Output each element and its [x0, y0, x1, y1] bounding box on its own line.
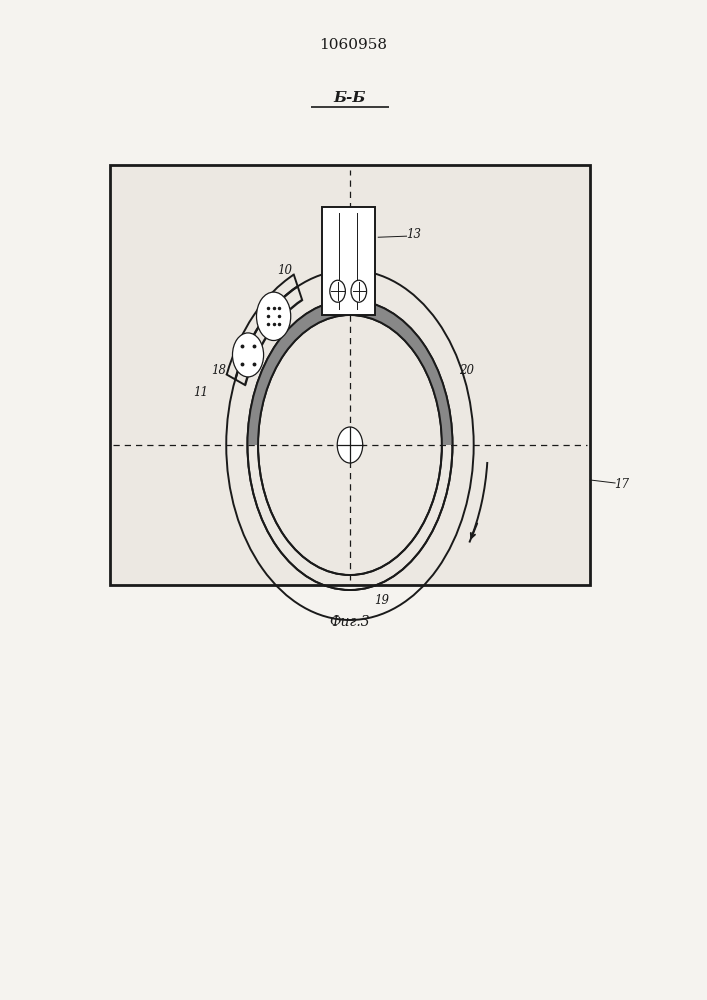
Circle shape: [351, 280, 367, 302]
Text: 1060958: 1060958: [320, 38, 387, 52]
Bar: [322, 207, 375, 315]
Circle shape: [257, 292, 291, 341]
Bar: [110, 165, 590, 585]
Text: Фиг.3: Фиг.3: [329, 615, 370, 629]
Text: 17: 17: [614, 479, 630, 491]
Text: 11: 11: [193, 386, 208, 399]
Text: 13: 13: [406, 228, 421, 240]
Circle shape: [330, 280, 346, 302]
Text: 10: 10: [276, 264, 292, 277]
Circle shape: [233, 333, 264, 377]
Wedge shape: [247, 300, 452, 445]
Text: Б-Б: Б-Б: [334, 91, 366, 105]
Text: 18: 18: [211, 364, 226, 377]
Text: 20: 20: [459, 363, 474, 376]
Circle shape: [337, 427, 363, 463]
Text: 19: 19: [374, 593, 390, 606]
